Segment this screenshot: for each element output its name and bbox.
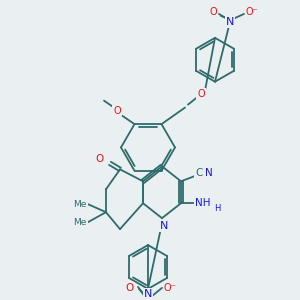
Text: O: O [96, 154, 104, 164]
Text: Me: Me [73, 200, 87, 209]
Text: N: N [205, 168, 213, 178]
Text: O: O [126, 283, 134, 293]
Text: N: N [160, 221, 168, 231]
Text: O⁻: O⁻ [164, 283, 176, 293]
Text: O⁻: O⁻ [246, 7, 258, 17]
Text: N: N [226, 17, 234, 27]
Text: O: O [197, 88, 205, 99]
Text: N: N [144, 289, 152, 299]
Text: O: O [113, 106, 121, 116]
Text: Me: Me [73, 218, 87, 226]
Text: H: H [214, 204, 220, 213]
Text: O: O [209, 7, 217, 17]
Text: C: C [195, 168, 203, 178]
Text: NH: NH [195, 198, 211, 208]
